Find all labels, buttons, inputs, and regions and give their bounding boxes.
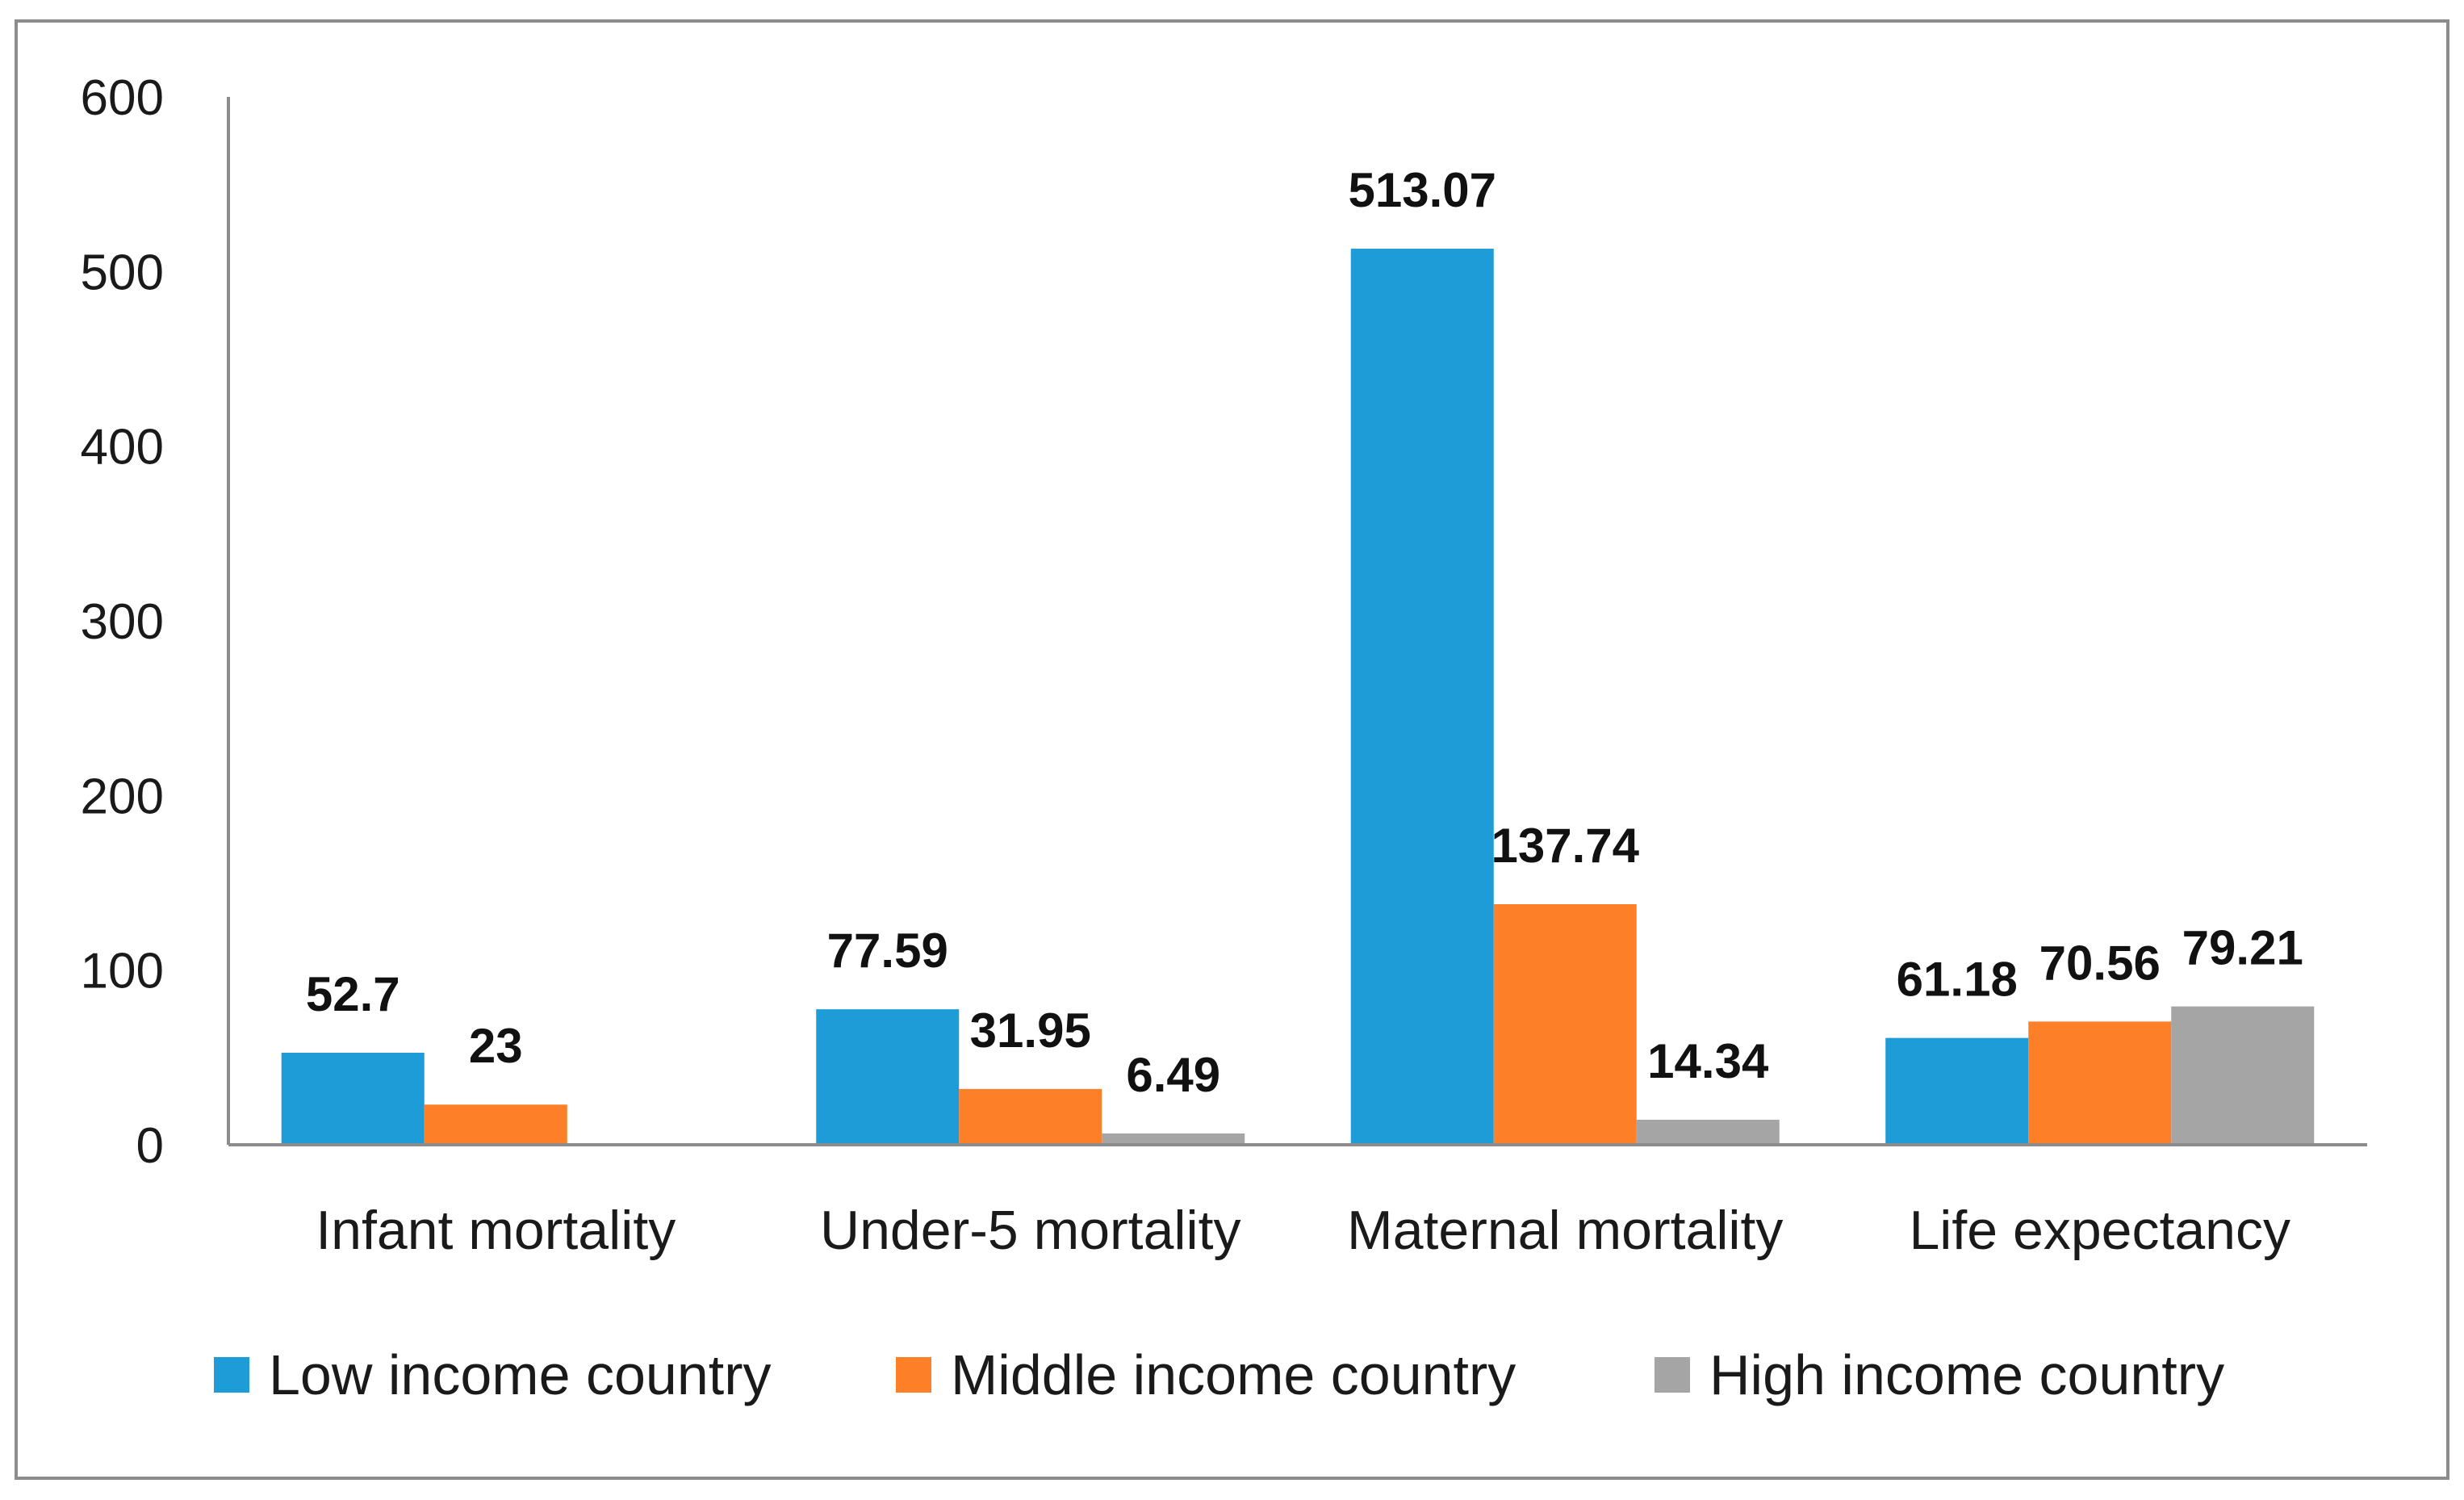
bar — [1350, 249, 1494, 1145]
y-tick-label: 100 — [81, 944, 164, 999]
y-tick-label: 200 — [81, 769, 164, 824]
data-label: 14.34 — [1647, 1034, 1769, 1088]
bar — [424, 1104, 567, 1145]
data-label: 79.21 — [2182, 921, 2303, 975]
legend-label: Middle income country — [951, 1343, 1516, 1406]
bar — [2028, 1021, 2172, 1145]
legend-swatch — [1655, 1357, 1690, 1393]
y-tick-label: 500 — [81, 245, 164, 300]
legend-swatch — [214, 1357, 249, 1393]
category-label: Infant mortality — [316, 1200, 676, 1261]
data-label: 61.18 — [1897, 953, 2018, 1007]
y-tick-label: 600 — [81, 70, 164, 126]
data-label: 70.56 — [2039, 936, 2161, 990]
y-tick-label: 0 — [136, 1118, 164, 1174]
data-label: 23 — [469, 1019, 523, 1073]
bar — [1102, 1133, 1245, 1145]
category-label: Life expectancy — [1909, 1200, 2290, 1261]
data-label: 513.07 — [1348, 163, 1496, 217]
data-label: 31.95 — [970, 1003, 1091, 1058]
category-label: Maternal mortality — [1347, 1200, 1783, 1261]
legend-swatch — [896, 1357, 931, 1393]
y-axis-ticks: 0 100 200 300 400 500 600 — [81, 70, 164, 1174]
legend-label: High income country — [1709, 1343, 2224, 1406]
category-label: Under-5 mortality — [820, 1200, 1241, 1261]
chart-border — [15, 19, 2449, 1480]
y-tick-label: 300 — [81, 594, 164, 650]
bar — [1493, 904, 1637, 1145]
bar — [1885, 1037, 2029, 1145]
bars — [281, 249, 2315, 1145]
legend-label: Low income country — [269, 1343, 772, 1406]
category-labels: Infant mortality Under-5 mortality Materna… — [316, 1200, 2290, 1261]
bar — [1636, 1119, 1780, 1145]
data-label: 137.74 — [1491, 819, 1639, 873]
bar — [2171, 1006, 2315, 1145]
data-label: 6.49 — [1126, 1048, 1220, 1102]
legend: Low income country Middle income country H… — [214, 1343, 2224, 1406]
bar — [959, 1088, 1102, 1145]
data-label: 52.7 — [306, 967, 400, 1021]
data-labels: 52.7 23 77.59 31.95 6.49 513.07 137.74 14.34 61.… — [306, 163, 2303, 1102]
bar — [281, 1052, 425, 1145]
y-tick-label: 400 — [81, 420, 164, 476]
bar — [816, 1009, 960, 1145]
data-label: 77.59 — [827, 924, 948, 978]
